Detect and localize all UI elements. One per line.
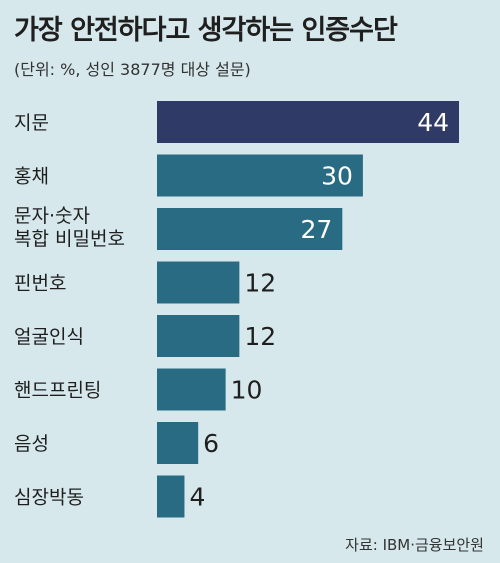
category-label: 심장박동	[14, 487, 84, 509]
category-label: 핸드프린팅	[14, 380, 101, 402]
value-label: 10	[231, 376, 263, 405]
bar	[157, 208, 343, 250]
bar	[157, 315, 240, 357]
category-label: 핀번호	[14, 273, 66, 295]
value-label: 30	[321, 162, 353, 191]
bar	[157, 154, 363, 197]
category-label: 문자·숫자 복합 비밀번호	[14, 205, 125, 250]
value-label: 12	[244, 322, 276, 351]
category-label: 음성	[14, 433, 49, 455]
value-label: 4	[189, 483, 205, 512]
category-label: 지문	[14, 112, 49, 134]
bar	[157, 101, 459, 143]
value-label: 44	[417, 108, 449, 137]
value-label: 6	[203, 429, 219, 458]
chart-title: 가장 안전하다고 생각하는 인증수단	[14, 15, 398, 46]
value-label: 27	[301, 215, 333, 244]
bar	[157, 422, 199, 464]
value-label: 12	[244, 269, 276, 298]
bar	[157, 261, 240, 304]
chart-subtitle: (단위: %, 성인 3877명 대상 설문)	[14, 60, 251, 79]
source-note: 자료: IBM·금융보안원	[345, 536, 484, 554]
category-label: 홍채	[14, 166, 49, 188]
bar	[157, 475, 185, 518]
bar	[157, 368, 226, 411]
category-label: 얼굴인식	[14, 326, 84, 348]
